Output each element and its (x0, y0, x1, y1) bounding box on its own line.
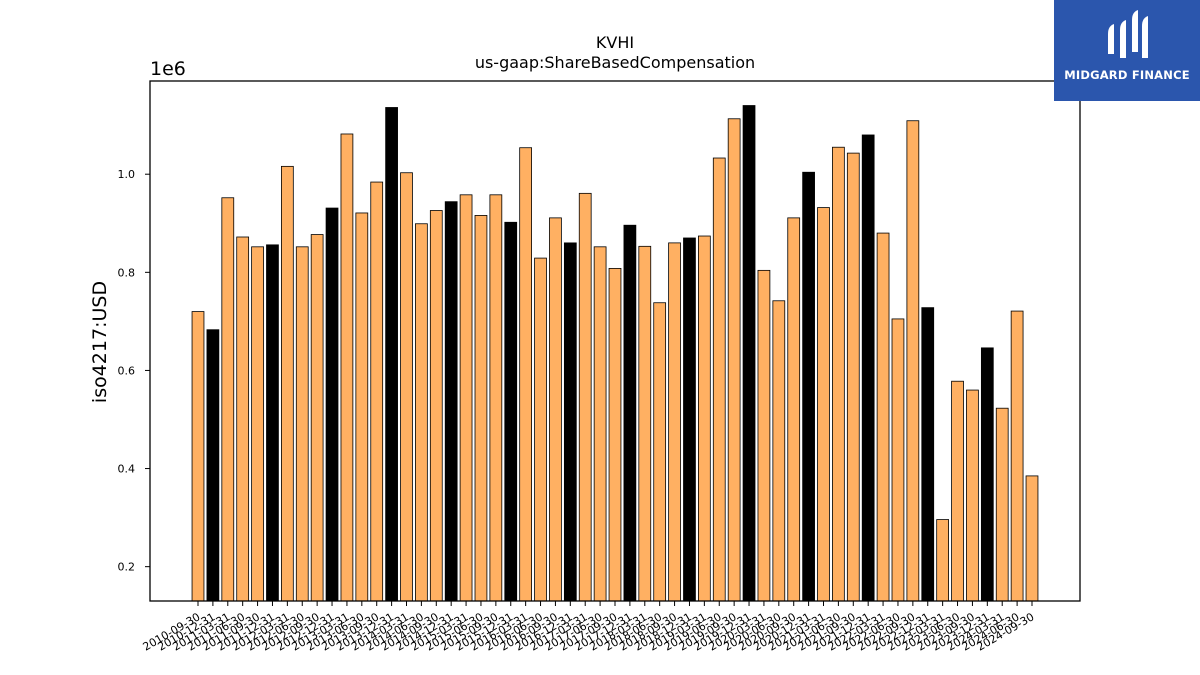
y-tick-label: 0.8 (118, 266, 136, 279)
bar-2015-06-30 (474, 215, 488, 602)
plot-frame (149, 80, 1081, 602)
y-tick-label: 0.6 (118, 364, 136, 377)
bar-2011-06-30 (236, 236, 250, 602)
bar-2016-09-30 (549, 217, 562, 602)
bar-2019-03-31 (698, 235, 711, 602)
y-tick-label: 1.0 (118, 168, 136, 181)
bar-2013-09-30 (370, 181, 384, 602)
bar-2022-09-30 (906, 120, 920, 602)
bar-2023-09-30 (966, 389, 979, 602)
bar-2015-09-30 (489, 194, 503, 602)
bar-2022-03-31 (876, 232, 890, 602)
bar-2010-12-31 (206, 329, 220, 602)
bar-2016-12-31 (563, 242, 577, 602)
bar-2015-12-31 (504, 221, 518, 602)
logo-text: MIDGARD FINANCE (1064, 68, 1190, 82)
bar-2010-09-30 (191, 311, 205, 602)
x-ticks-group: 2010-09-302010-12-312011-03-312011-06-30… (141, 601, 1037, 654)
bar-2019-09-30 (727, 118, 741, 602)
bar-2011-03-31 (221, 197, 235, 602)
bar-2017-09-30 (608, 267, 622, 602)
bar-2019-06-30 (712, 157, 726, 602)
bar-2022-12-31 (921, 307, 935, 602)
bar-2016-03-31 (519, 147, 533, 602)
bar-2014-03-31 (400, 172, 413, 602)
bar-2014-09-30 (429, 210, 443, 602)
bar-2023-12-31 (980, 347, 994, 602)
bar-2017-03-31 (578, 192, 592, 602)
bar-2021-12-31 (861, 134, 875, 602)
bar-2012-03-31 (280, 165, 294, 602)
midgard-finance-logo: MIDGARD FINANCE (1054, 0, 1200, 101)
bar-2012-12-31 (325, 207, 339, 602)
bar-2018-03-31 (638, 245, 652, 602)
bar-2023-03-31 (936, 519, 950, 602)
bars-group (191, 105, 1039, 602)
bar-2011-09-30 (251, 246, 264, 602)
bar-2016-06-30 (534, 257, 547, 602)
y-axis-label: iso4217:USD (89, 281, 111, 403)
bar-2021-09-30 (846, 152, 860, 602)
chart-title: KVHI (596, 33, 634, 52)
bar-2018-09-30 (668, 242, 681, 602)
bar-2013-03-31 (340, 133, 354, 602)
bar-2015-03-31 (459, 194, 473, 602)
bar-2024-03-31 (995, 407, 1009, 602)
chart-subtitle: us-gaap:ShareBasedCompensation (475, 53, 755, 72)
bar-2020-03-31 (757, 269, 771, 602)
bar-2018-06-30 (653, 302, 667, 602)
bar-2019-12-31 (742, 105, 756, 602)
bar-2018-12-31 (683, 237, 696, 602)
y-scale-label: 1e6 (150, 58, 186, 80)
bar-2022-06-30 (891, 318, 905, 602)
bar-2024-06-30 (1010, 310, 1024, 602)
y-tick-label: 0.2 (118, 561, 136, 574)
bar-2020-09-30 (787, 217, 801, 602)
bar-2011-12-31 (266, 244, 279, 602)
midgard-logo-icon (1108, 10, 1148, 58)
bar-2017-12-31 (623, 224, 637, 602)
y-tick-label: 0.4 (118, 463, 136, 476)
bar-2014-12-31 (444, 201, 458, 602)
bar-2012-06-30 (295, 246, 309, 602)
bar-2013-06-30 (355, 212, 369, 602)
bar-2012-09-30 (310, 234, 324, 602)
bar-2013-12-31 (385, 107, 398, 602)
bar-2020-06-30 (772, 300, 786, 602)
bar-2014-06-30 (415, 223, 428, 602)
bar-2024-09-30 (1025, 475, 1039, 602)
bar-2020-12-31 (802, 171, 815, 602)
bar-2017-06-30 (593, 246, 607, 602)
y-ticks-group: 0.2 0.4 0.6 0.8 1.0 (118, 168, 150, 574)
bar-2021-03-31 (817, 207, 830, 602)
bar-2021-06-30 (832, 146, 845, 602)
bar-2023-06-30 (951, 380, 964, 602)
